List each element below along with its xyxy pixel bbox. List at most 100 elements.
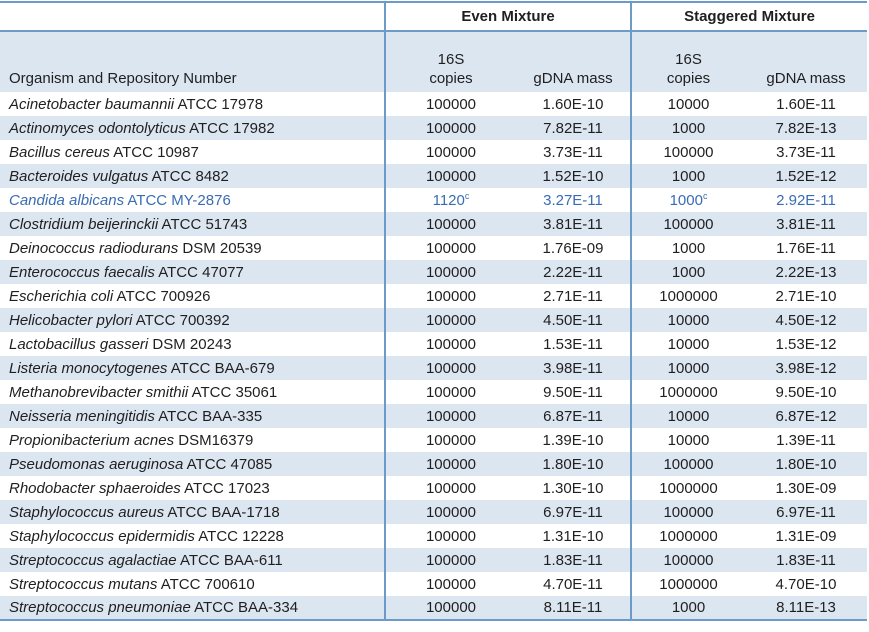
staggered-gdna-mass-cell: 1.83E-11 (776, 551, 836, 569)
column-header-organism: Organism and Repository Number (0, 31, 385, 92)
staggered-16s-copies-cell: 1000000 (630, 572, 745, 596)
organism-cell: Escherichia coli ATCC 700926 (9, 287, 211, 305)
staggered-16s-copies-cell: 1000000 (630, 380, 745, 404)
group-header-spacer (0, 2, 385, 32)
staggered-gdna-mass-cell: 1.39E-11 (776, 431, 836, 449)
organism-name: Actinomyces odontolyticus (9, 119, 186, 137)
even-gdna-mass-cell: 9.50E-11 (543, 383, 603, 401)
table-row: Staphylococcus aureus ATCC BAA-1718 10000… (0, 500, 867, 524)
group-header-staggered-mixture: Staggered Mixture (630, 2, 867, 32)
even-gdna-mass-cell: 1.60E-10 (542, 95, 604, 113)
staggered-gdna-mass-cell: 4.50E-12 (775, 311, 837, 329)
organism-name: Deinococcus radiodurans (9, 239, 179, 257)
organism-name: Bacillus cereus (9, 143, 110, 161)
table-row: Bacillus cereus ATCC 10987 100000 3.73E-11… (0, 140, 867, 164)
staggered-16s-copies-cell: 1000000 (630, 476, 745, 500)
organism-cell: Helicobacter pylori ATCC 700392 (9, 311, 230, 329)
organism-cell: Candida albicans ATCC MY-2876 (9, 191, 231, 209)
table-row: Helicobacter pylori ATCC 700392 100000 4.5… (0, 308, 867, 332)
organism-cell: Clostridium beijerinckii ATCC 51743 (9, 215, 248, 233)
staggered-gdna-mass-cell: 9.50E-10 (775, 383, 837, 401)
organism-name: Candida albicans (9, 191, 125, 209)
even-16s-copies-cell: 1120c (384, 188, 516, 212)
staggered-gdna-mass-cell: 1.30E-09 (775, 479, 837, 497)
column-header-row: Organism and Repository Number 16S copie… (0, 31, 867, 92)
staggered-16s-copies-cell: 1000c (630, 188, 745, 212)
organism-cell: Streptococcus agalactiae ATCC BAA-611 (9, 551, 283, 569)
staggered-16s-copies-cell: 10000 (630, 308, 745, 332)
staggered-16s-copies-cell: 1000 (630, 596, 745, 620)
staggered-gdna-mass-cell: 1.80E-10 (775, 455, 837, 473)
header-16s-label: 16S (437, 51, 465, 68)
even-gdna-mass-cell: 6.97E-11 (543, 503, 603, 521)
organism-name: Pseudomonas aeruginosa (9, 455, 184, 473)
even-16s-copies-cell: 100000 (384, 236, 516, 260)
table-row: Staphylococcus epidermidis ATCC 12228 100… (0, 524, 867, 548)
even-gdna-mass-cell: 1.83E-11 (543, 551, 603, 569)
even-gdna-mass-cell: 6.87E-11 (543, 407, 603, 425)
staggered-16s-copies-cell: 100000 (630, 212, 745, 236)
organism-cell: Streptococcus mutans ATCC 700610 (9, 575, 255, 593)
organism-cell: Acinetobacter baumannii ATCC 17978 (9, 95, 264, 113)
even-gdna-mass-cell: 1.31E-10 (542, 527, 604, 545)
staggered-gdna-mass-cell: 1.52E-12 (775, 167, 837, 185)
organism-cell: Rhodobacter sphaeroides ATCC 17023 (9, 479, 270, 497)
table-row: Listeria monocytogenes ATCC BAA-679 10000… (0, 356, 867, 380)
table-row: Streptococcus mutans ATCC 700610 100000 4.… (0, 572, 867, 596)
staggered-16s-copies-cell: 1000 (630, 164, 745, 188)
column-header-even-gdna-mass: gDNA mass (516, 31, 631, 92)
even-gdna-mass-cell: 1.80E-10 (542, 455, 604, 473)
table-row: Clostridium beijerinckii ATCC 51743 10000… (0, 212, 867, 236)
staggered-16s-copies-cell: 1000 (630, 236, 745, 260)
table-row: Rhodobacter sphaeroides ATCC 17023 100000… (0, 476, 867, 500)
organism-cell: Listeria monocytogenes ATCC BAA-679 (9, 359, 275, 377)
even-gdna-mass-cell: 7.82E-11 (543, 119, 603, 137)
header-copies-label: copies (666, 70, 711, 87)
staggered-gdna-mass-cell: 6.87E-12 (775, 407, 837, 425)
column-header-staggered-16s-copies: 16S copies (630, 31, 745, 92)
even-16s-copies-cell: 100000 (384, 164, 516, 188)
organism-name: Listeria monocytogenes (9, 359, 168, 377)
even-16s-copies-cell: 100000 (384, 476, 516, 500)
staggered-gdna-mass-cell: 3.73E-11 (776, 143, 836, 161)
staggered-16s-copies-cell: 100000 (630, 500, 745, 524)
organism-name: Neisseria meningitidis (9, 407, 155, 425)
even-gdna-mass-cell: 2.22E-11 (543, 263, 603, 281)
staggered-16s-copies-cell: 100000 (630, 452, 745, 476)
even-16s-copies-cell: 100000 (384, 404, 516, 428)
staggered-gdna-mass-cell: 1.76E-11 (776, 239, 836, 257)
staggered-16s-copies-cell: 1000000 (630, 284, 745, 308)
column-header-even-16s-copies: 16S copies (384, 31, 516, 92)
staggered-gdna-mass-cell: 1.31E-09 (775, 527, 837, 545)
even-16s-copies-cell: 100000 (384, 332, 516, 356)
even-gdna-mass-cell: 3.27E-11 (543, 191, 603, 209)
staggered-gdna-mass-cell: 3.98E-12 (775, 359, 837, 377)
organism-name: Enterococcus faecalis (9, 263, 155, 281)
organism-name: Clostridium beijerinckii (9, 215, 159, 233)
staggered-16s-copies-cell: 10000 (630, 92, 745, 116)
organism-name: Rhodobacter sphaeroides (9, 479, 181, 497)
organism-name: Propionibacterium acnes (9, 431, 175, 449)
organism-cell: Streptococcus pneumoniae ATCC BAA-334 (9, 599, 299, 616)
organism-cell: Staphylococcus epidermidis ATCC 12228 (9, 527, 284, 545)
even-16s-copies-cell: 100000 (384, 140, 516, 164)
even-gdna-mass-cell: 1.39E-10 (542, 431, 604, 449)
staggered-gdna-mass-cell: 1.53E-12 (775, 335, 837, 353)
table-row: Escherichia coli ATCC 700926 100000 2.71E-… (0, 284, 867, 308)
even-16s-copies-cell: 100000 (384, 356, 516, 380)
even-gdna-mass-cell: 3.73E-11 (543, 143, 603, 161)
even-gdna-mass-cell: 2.71E-11 (543, 287, 603, 305)
table-row: Streptococcus agalactiae ATCC BAA-611 100… (0, 548, 867, 572)
table-row: Candida albicans ATCC MY-2876 1120c 3.27E-… (0, 188, 867, 212)
staggered-16s-copies-cell: 1000 (630, 260, 745, 284)
organism-name: Bacteroides vulgatus (9, 167, 149, 185)
table-header: Even Mixture Staggered Mixture Organism … (0, 2, 867, 92)
staggered-gdna-mass-cell: 6.97E-11 (776, 503, 836, 521)
staggered-16s-copies-cell: 10000 (630, 428, 745, 452)
table-row: Actinomyces odontolyticus ATCC 17982 1000… (0, 116, 867, 140)
organism-cell: Bacteroides vulgatus ATCC 8482 (9, 167, 229, 185)
organism-cell: Lactobacillus gasseri DSM 20243 (9, 335, 232, 353)
even-gdna-mass-cell: 3.98E-11 (543, 359, 603, 377)
organism-name: Streptococcus mutans (9, 575, 158, 593)
